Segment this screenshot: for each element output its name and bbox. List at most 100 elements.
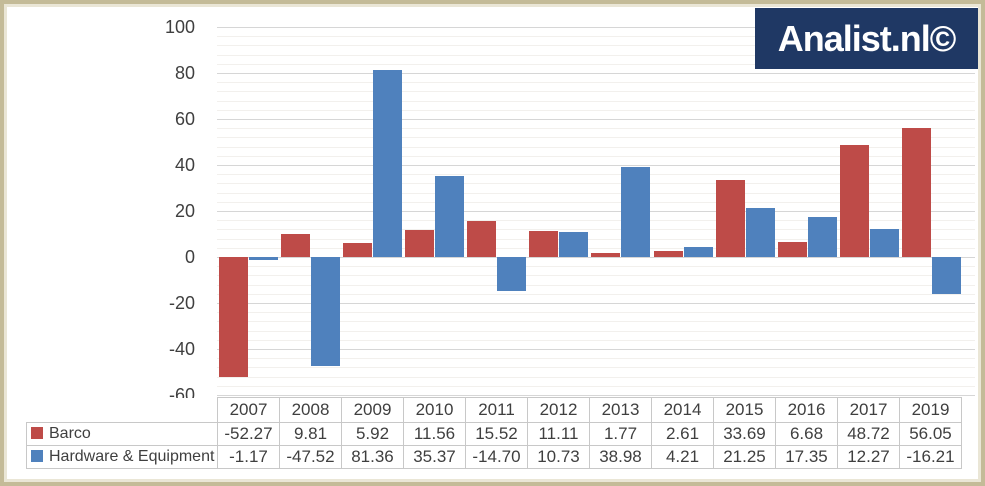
gridline-minor [217,331,975,332]
bar-barco-2008 [281,234,310,257]
bar-barco-2017 [840,145,869,257]
bar-hardware-equipment-2019 [932,257,961,294]
value-cell: -52.27 [217,422,280,446]
gridline-minor [217,294,975,295]
gridline-major [217,257,975,258]
gridline-minor [217,110,975,111]
gridline-minor [217,321,975,322]
value-cell: -1.17 [217,445,280,469]
year-header-cell: 2016 [775,397,838,423]
bar-barco-2010 [405,230,434,257]
value-cell: 2.61 [651,422,714,446]
gridline-minor [217,82,975,83]
bar-hardware-equipment-2015 [746,208,775,257]
legend-item-barco: Barco [26,422,218,446]
bar-barco-2012 [529,231,558,257]
gridline-minor [217,312,975,313]
bar-hardware-equipment-2014 [684,247,713,257]
bar-barco-2011 [467,221,496,257]
gridline-minor [217,36,975,37]
value-cell: 5.92 [341,422,404,446]
bar-hardware-equipment-2013 [621,167,650,257]
gridline-major [217,349,975,350]
year-header-cell: 2009 [341,397,404,423]
analist-logo: Analist.nl© [755,8,978,69]
bar-hardware-equipment-2010 [435,176,464,257]
value-cell: 48.72 [837,422,900,446]
legend-swatch-icon [31,450,43,462]
y-axis-tick-label: -40 [168,339,195,359]
gridline-minor [217,220,975,221]
legend-label: Hardware & Equipment [49,448,215,465]
value-cell: 35.37 [403,445,466,469]
gridline-major [217,119,975,120]
value-cell: 1.77 [589,422,652,446]
bar-hardware-equipment-2009 [373,70,402,257]
gridline-major [217,303,975,304]
bar-hardware-equipment-2011 [497,257,526,291]
year-header-cell: 2008 [279,397,342,423]
gridline-minor [217,101,975,102]
value-cell: 33.69 [713,422,776,446]
gridline-minor [217,174,975,175]
gridline-major [217,165,975,166]
gridline-minor [217,64,975,65]
gridline-minor [217,285,975,286]
table-corner-blank [26,397,218,423]
value-cell: 10.73 [527,445,590,469]
gridline-minor [217,45,975,46]
bar-hardware-equipment-2007 [249,257,278,260]
chart-canvas: 100 80 60 40 20 0 -20 -40 -60 2007 2008 2009 2010 20… [7,7,978,479]
bar-barco-2009 [343,243,372,257]
legend-label: Barco [49,425,91,442]
year-header-cell: 2011 [465,397,528,423]
gridline-minor [217,91,975,92]
value-cell: 15.52 [465,422,528,446]
gridline-minor [217,156,975,157]
y-axis-tick-label: 0 [184,247,195,267]
y-axis-tick-label: -20 [168,293,195,313]
legend-swatch-icon [31,427,43,439]
gridline-minor [217,367,975,368]
bar-barco-2019 [902,128,931,257]
value-cell: 38.98 [589,445,652,469]
year-header-cell: 2013 [589,397,652,423]
value-cell: 11.56 [403,422,466,446]
year-header-cell: 2015 [713,397,776,423]
y-axis-tick-label: 80 [174,63,195,83]
value-cell: -14.70 [465,445,528,469]
gridline-major [217,211,975,212]
gridline-minor [217,183,975,184]
gridline-minor [217,358,975,359]
value-cell: 6.68 [775,422,838,446]
value-cell: 4.21 [651,445,714,469]
bar-barco-2016 [778,242,807,257]
bar-hardware-equipment-2016 [808,217,837,257]
gridline-minor [217,239,975,240]
bar-barco-2007 [219,257,248,377]
bar-hardware-equipment-2008 [311,257,340,366]
gridline-minor [217,377,975,378]
plot-area [217,27,975,396]
bar-hardware-equipment-2017 [870,229,899,257]
legend-item-hardware-equipment: Hardware & Equipment [26,445,218,469]
gridline-minor [217,248,975,249]
year-header-cell: 2019 [899,397,962,423]
gridline-minor [217,193,975,194]
gridline-minor [217,386,975,387]
gridline-major [217,27,975,28]
value-cell: 81.36 [341,445,404,469]
year-header-cell: 2017 [837,397,900,423]
value-cell: 21.25 [713,445,776,469]
year-header-cell: 2007 [217,397,280,423]
y-axis-tick-label: 40 [174,155,195,175]
y-axis-tick-label: 100 [164,17,195,37]
gridline-minor [217,128,975,129]
value-cell: -47.52 [279,445,342,469]
value-cell: 11.11 [527,422,590,446]
gridline-minor [217,275,975,276]
gridline-minor [217,147,975,148]
gridline-minor [217,55,975,56]
value-cell: -16.21 [899,445,962,469]
